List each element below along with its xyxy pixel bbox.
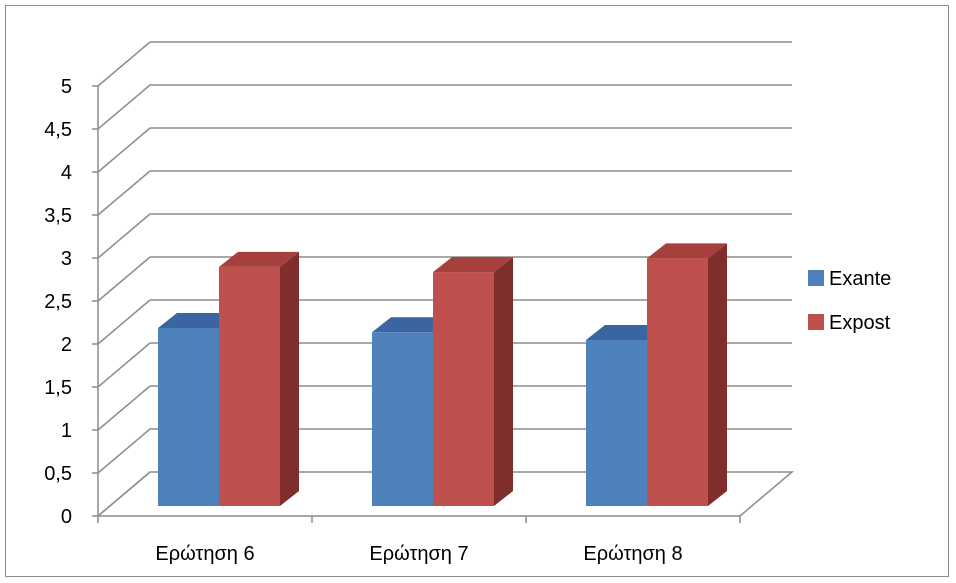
x-tick-label: Ερώτηση 7 [369, 543, 468, 565]
gridline-diagonal [97, 428, 151, 474]
gridline-diagonal [97, 127, 151, 173]
bar-front [372, 332, 433, 506]
y-tick-label: 3 [61, 248, 72, 270]
bar-top [586, 325, 666, 341]
gridline-diagonal [97, 213, 151, 259]
bar-top [647, 243, 727, 259]
bar-front [586, 340, 647, 506]
bar-expost-3 [647, 243, 727, 506]
gridline-diagonal [97, 41, 151, 87]
bar-top [433, 257, 513, 273]
bar-top [372, 317, 452, 333]
x-tick-labels: Ερώτηση 6 Ερώτηση 7 Ερώτηση 8 [155, 543, 682, 565]
y-tick-label: 1,5 [44, 377, 72, 399]
legend-label: Expost [829, 312, 891, 334]
gridline-diagonal [97, 471, 151, 517]
y-tick-label: 2 [61, 334, 72, 356]
y-tick-label: 0,5 [44, 463, 72, 485]
bar-front [433, 272, 494, 506]
gridline-diagonal [97, 256, 151, 302]
y-tick-label: 4 [61, 162, 72, 184]
gridline-diagonal [97, 342, 151, 388]
legend-item-expost: Expost [808, 312, 891, 334]
bar-front [647, 258, 708, 506]
gridline-diagonal [97, 84, 151, 130]
legend-item-exante: Exante [808, 268, 891, 290]
bar-side [280, 251, 299, 506]
x-tick-label: Ερώτηση 6 [155, 543, 254, 565]
bar-side [494, 257, 513, 506]
legend-swatch [808, 314, 824, 330]
bar-top [158, 312, 238, 328]
y-tick-label: 5 [61, 76, 72, 98]
bar-top [219, 251, 299, 267]
y-tick-labels: 0 0,5 1 1,5 2 2,5 3 3,5 4 4,5 5 [44, 76, 72, 528]
gridline-diagonal [97, 385, 151, 431]
x-tick-label: Ερώτηση 8 [583, 543, 682, 565]
bar-front [219, 266, 280, 506]
y-tick-label: 2,5 [44, 291, 72, 313]
bar-expost-2 [433, 257, 513, 506]
bar-front [158, 327, 219, 506]
y-tick-label: 0 [61, 506, 72, 528]
legend-label: Exante [829, 268, 891, 290]
y-tick-label: 1 [61, 420, 72, 442]
bars [158, 243, 727, 506]
legend-swatch [808, 270, 824, 286]
y-tick-label: 4,5 [44, 119, 72, 141]
bar-side [708, 243, 727, 506]
y-tick-label: 3,5 [44, 205, 72, 227]
legend: Exante Expost [808, 268, 891, 334]
gridline-diagonal [97, 299, 151, 345]
axes [92, 85, 741, 523]
bar-expost-1 [219, 251, 299, 506]
gridline-diagonal [97, 170, 151, 216]
